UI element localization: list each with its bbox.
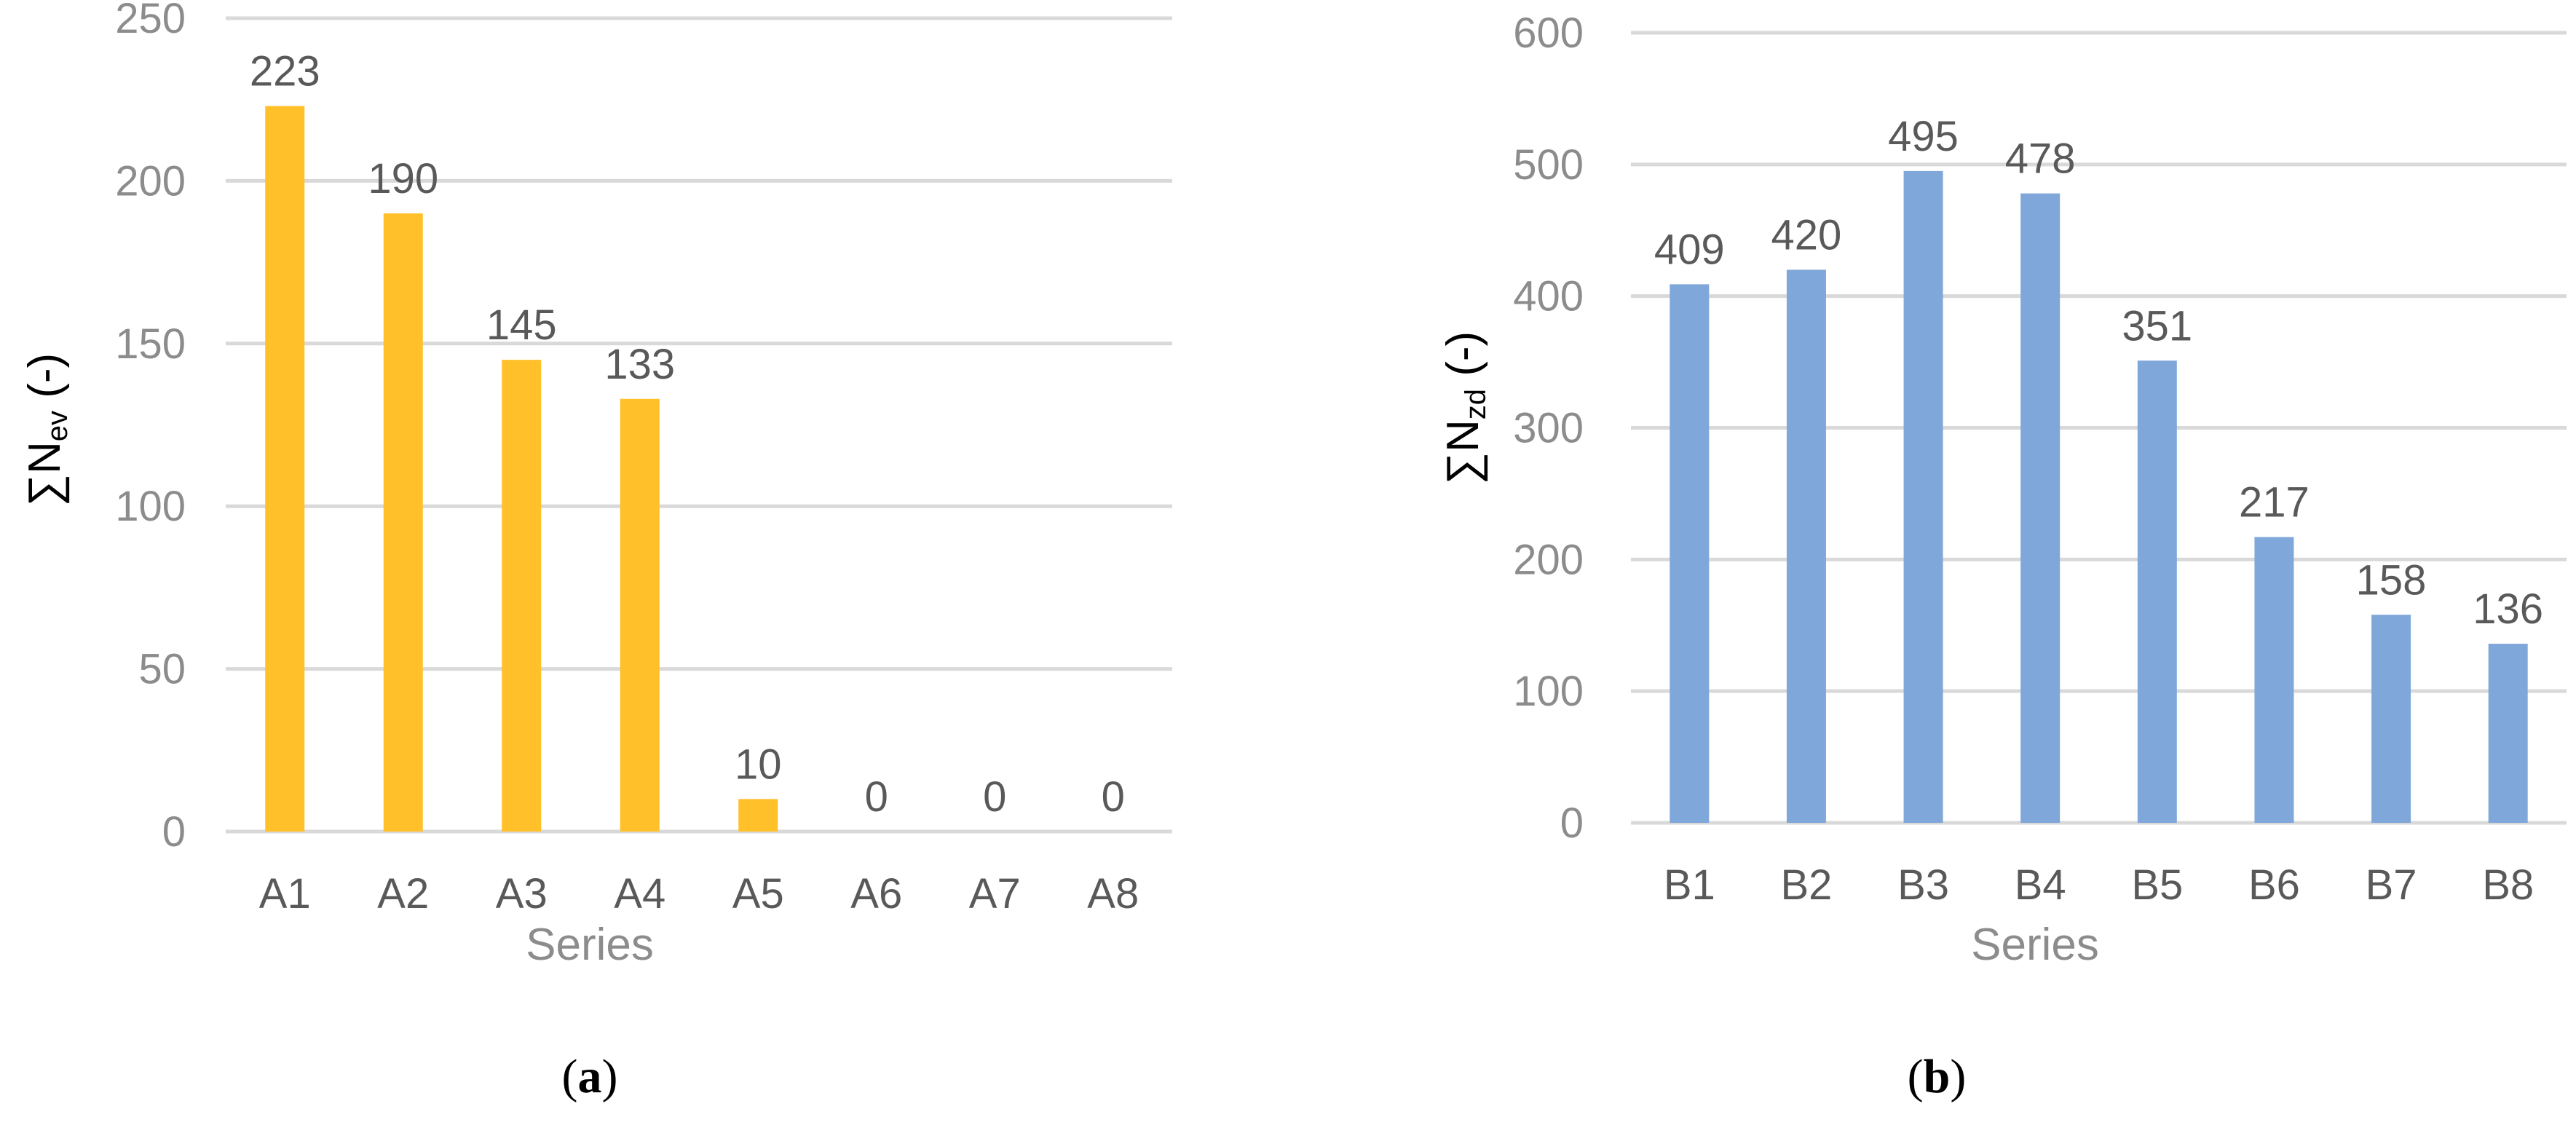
x-axis-title-a: Series <box>526 920 654 970</box>
x-tick-label: B4 <box>2015 861 2066 909</box>
data-label-b1: 409 <box>1654 226 1725 273</box>
bar-a5 <box>738 799 778 832</box>
x-tick-label: A8 <box>1087 870 1139 917</box>
bar-b6 <box>2254 537 2294 823</box>
panel-label-a: (a) <box>562 1050 618 1103</box>
panel-label-b: (b) <box>1908 1050 1967 1103</box>
data-label-a2: 190 <box>368 155 438 202</box>
x-tick-label: B6 <box>2248 861 2300 909</box>
data-label-b8: 136 <box>2473 585 2543 633</box>
x-tick-label: A6 <box>850 870 902 917</box>
data-label-b4: 478 <box>2005 135 2076 183</box>
y-tick-label: 200 <box>1513 536 1584 583</box>
bar-b5 <box>2137 360 2177 823</box>
data-label-a6: 0 <box>865 773 888 821</box>
y-tick-label: 200 <box>115 157 186 205</box>
data-label-a1: 223 <box>250 48 320 95</box>
x-tick-label: B8 <box>2482 861 2534 909</box>
bar-a3 <box>502 360 542 832</box>
y-ticks-a: 0 50 100 150 200 250 <box>115 0 186 856</box>
data-label-a4: 133 <box>604 341 675 388</box>
y-tick-label: 0 <box>1560 800 1584 847</box>
bar-b7 <box>2371 615 2411 823</box>
bar-b3 <box>1903 170 1943 823</box>
y-tick-label: 500 <box>1513 141 1584 189</box>
x-tick-label: B2 <box>1780 861 1832 909</box>
data-label-b6: 217 <box>2239 479 2310 526</box>
data-label-b7: 158 <box>2356 556 2427 604</box>
y-axis-title-b: ∑Nzd (-) <box>1438 331 1492 484</box>
bars-a <box>265 106 778 832</box>
bar-a4 <box>620 398 660 832</box>
x-tick-label: B3 <box>1897 861 1949 909</box>
y-tick-label: 250 <box>115 0 186 42</box>
data-label-a3: 145 <box>486 301 557 349</box>
y-tick-label: 50 <box>138 646 186 693</box>
x-tick-label: A1 <box>259 870 311 917</box>
x-tick-label: A2 <box>377 870 429 917</box>
bar-b8 <box>2488 644 2528 823</box>
y-tick-label: 400 <box>1513 273 1584 320</box>
x-tick-label: A7 <box>969 870 1021 917</box>
grid-a <box>226 16 1172 834</box>
bar-b4 <box>2020 193 2061 823</box>
y-ticks-b: 0 100 200 300 400 500 600 <box>1513 9 1584 847</box>
data-label-a7: 0 <box>983 773 1006 821</box>
bar-b2 <box>1786 269 1826 823</box>
y-tick-label: 300 <box>1513 405 1584 452</box>
bar-a2 <box>383 213 423 832</box>
data-label-b2: 420 <box>1771 212 1842 259</box>
x-tick-label: A3 <box>496 870 548 917</box>
x-tick-label: A4 <box>614 870 665 917</box>
x-tick-label: B7 <box>2366 861 2417 909</box>
y-tick-label: 600 <box>1513 9 1584 57</box>
y-axis-title-a: ∑Nev (-) <box>20 353 74 506</box>
x-ticks-a: A1 A2 A3 A4 A5 A6 A7 A8 <box>259 870 1139 917</box>
data-label-b5: 351 <box>2122 302 2192 350</box>
x-ticks-b: B1 B2 B3 B4 B5 B6 B7 B8 <box>1664 861 2534 909</box>
chart-panel-b: 0 100 200 300 400 500 600 B1 B2 B3 B4 B5 B6 B7 B8 409… <box>1438 9 2567 1103</box>
grid-b <box>1631 31 2567 825</box>
y-tick-label: 100 <box>115 483 186 530</box>
bar-a1 <box>265 106 305 832</box>
y-tick-label: 150 <box>115 320 186 368</box>
bar-b1 <box>1670 284 1710 823</box>
bars-b <box>1670 170 2528 823</box>
y-tick-label: 100 <box>1513 668 1584 715</box>
x-axis-title-b: Series <box>1971 920 2099 970</box>
data-labels-a: 223 190 145 133 10 0 0 0 <box>250 48 1125 821</box>
x-tick-label: B1 <box>1664 861 1715 909</box>
y-tick-label: 0 <box>162 808 186 856</box>
x-tick-label: B5 <box>2131 861 2183 909</box>
data-label-b3: 495 <box>1888 113 1959 160</box>
data-labels-b: 409 420 495 478 351 217 158 136 <box>1654 113 2543 633</box>
x-tick-label: A5 <box>732 870 784 917</box>
data-label-a8: 0 <box>1102 773 1125 821</box>
data-label-a5: 10 <box>735 741 782 788</box>
